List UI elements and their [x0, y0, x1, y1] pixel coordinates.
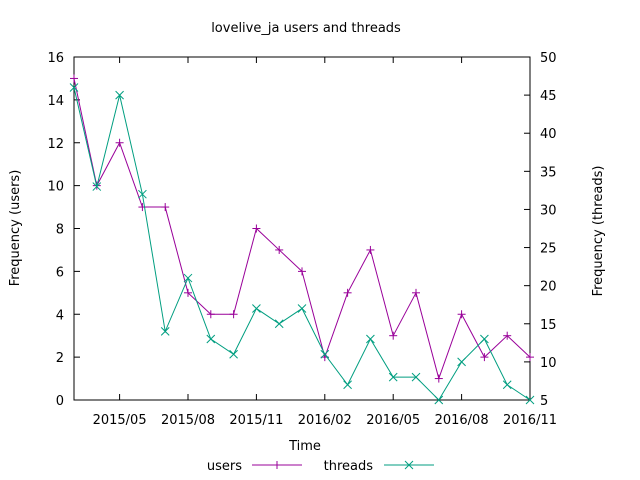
data-point-users	[503, 331, 512, 340]
data-point-threads	[388, 372, 398, 382]
y-tick-label-right: 50	[540, 51, 557, 66]
y-tick-label-right: 5	[540, 394, 548, 409]
data-point-users	[138, 203, 147, 212]
legend-label-users: users	[207, 459, 242, 474]
data-point-threads	[252, 304, 261, 313]
legend-swatch-users	[252, 461, 302, 469]
data-point-threads	[206, 334, 216, 344]
y-tick-label-left: 6	[56, 265, 64, 280]
data-point-threads	[457, 357, 466, 367]
data-point-threads	[320, 349, 330, 359]
y-axis-label-right: Frequency (threads)	[591, 166, 606, 297]
data-point-users	[434, 374, 443, 383]
x-tick-label: 2016/05	[366, 413, 420, 428]
data-point-threads	[183, 273, 193, 283]
y-tick-label-right: 35	[540, 165, 557, 180]
data-point-threads	[92, 182, 102, 191]
data-point-threads	[274, 319, 284, 329]
data-point-users	[70, 74, 78, 83]
data-point-users	[184, 288, 192, 297]
series-layer	[69, 74, 535, 405]
data-point-threads	[297, 304, 307, 313]
data-point-threads	[115, 90, 124, 100]
data-point-threads	[138, 189, 147, 199]
y-tick-label-right: 45	[540, 89, 557, 104]
y-tick-label-left: 10	[47, 180, 64, 195]
legend: users threads	[207, 459, 434, 474]
y-tick-label-right: 40	[540, 127, 557, 142]
data-point-users	[389, 331, 398, 340]
data-point-users	[480, 353, 489, 362]
data-point-users	[275, 245, 284, 254]
x-tick-label: 2015/08	[161, 413, 215, 428]
data-point-threads	[411, 372, 421, 382]
data-point-users	[115, 138, 124, 147]
plot-frame	[73, 56, 531, 401]
data-point-users	[206, 310, 215, 319]
y-tick-label-left: 0	[56, 394, 64, 409]
y-tick-label-right: 15	[540, 318, 557, 333]
y-tick-label-right: 10	[540, 356, 557, 371]
y-tick-label-right: 20	[540, 280, 557, 295]
data-point-users	[343, 288, 352, 297]
x-tick-label: 2015/11	[229, 413, 283, 428]
y-axis-label-left: Frequency (users)	[8, 170, 23, 287]
data-point-users	[229, 310, 238, 319]
y-tick-label-left: 4	[56, 308, 64, 323]
y-tick-label-left: 16	[47, 51, 64, 66]
y-tick-label-left: 2	[56, 351, 64, 366]
data-point-threads	[229, 349, 238, 359]
x-tick-label: 2016/11	[503, 413, 557, 428]
data-point-threads	[525, 395, 535, 405]
data-point-users	[412, 288, 420, 297]
legend-marker-users	[273, 461, 281, 469]
data-point-users	[161, 203, 170, 212]
x-axis-label: Time	[288, 439, 321, 454]
legend-label-threads: threads	[324, 459, 374, 474]
y-tick-label-right: 30	[540, 203, 557, 218]
data-point-users	[526, 353, 534, 362]
data-point-threads	[502, 380, 512, 390]
chart-title: lovelive_ja users and threads	[211, 21, 401, 36]
data-point-users	[457, 310, 466, 319]
axis-ticks: 0 2 4 6 8 10 12 14 16 5 10 15 20 25 30 35 40 45 50 2015/05 2…	[47, 51, 557, 428]
y-tick-label-right: 25	[540, 242, 557, 257]
y-tick-label-left: 14	[47, 94, 64, 109]
data-point-users	[298, 267, 306, 276]
series-line-threads	[73, 87, 531, 401]
y-tick-label-left: 8	[56, 223, 64, 238]
data-point-threads	[480, 334, 489, 344]
x-tick-label: 2016/02	[298, 413, 352, 428]
legend-marker-threads	[404, 460, 414, 470]
x-tick-label: 2016/08	[435, 413, 489, 428]
data-point-threads	[434, 395, 444, 405]
data-point-threads	[160, 327, 170, 336]
data-point-threads	[366, 334, 375, 344]
legend-swatch-threads	[384, 460, 434, 470]
series-line-users	[73, 78, 531, 381]
x-tick-label: 2015/05	[93, 413, 147, 428]
y-tick-label-left: 12	[47, 137, 64, 152]
data-point-users	[252, 224, 261, 233]
data-point-users	[366, 245, 375, 254]
data-point-threads	[343, 380, 352, 390]
data-point-threads	[69, 83, 79, 92]
